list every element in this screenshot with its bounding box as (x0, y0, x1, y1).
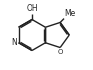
Text: O: O (58, 49, 63, 55)
Text: OH: OH (26, 4, 38, 13)
Text: Me: Me (65, 9, 76, 18)
Text: N: N (11, 38, 17, 47)
